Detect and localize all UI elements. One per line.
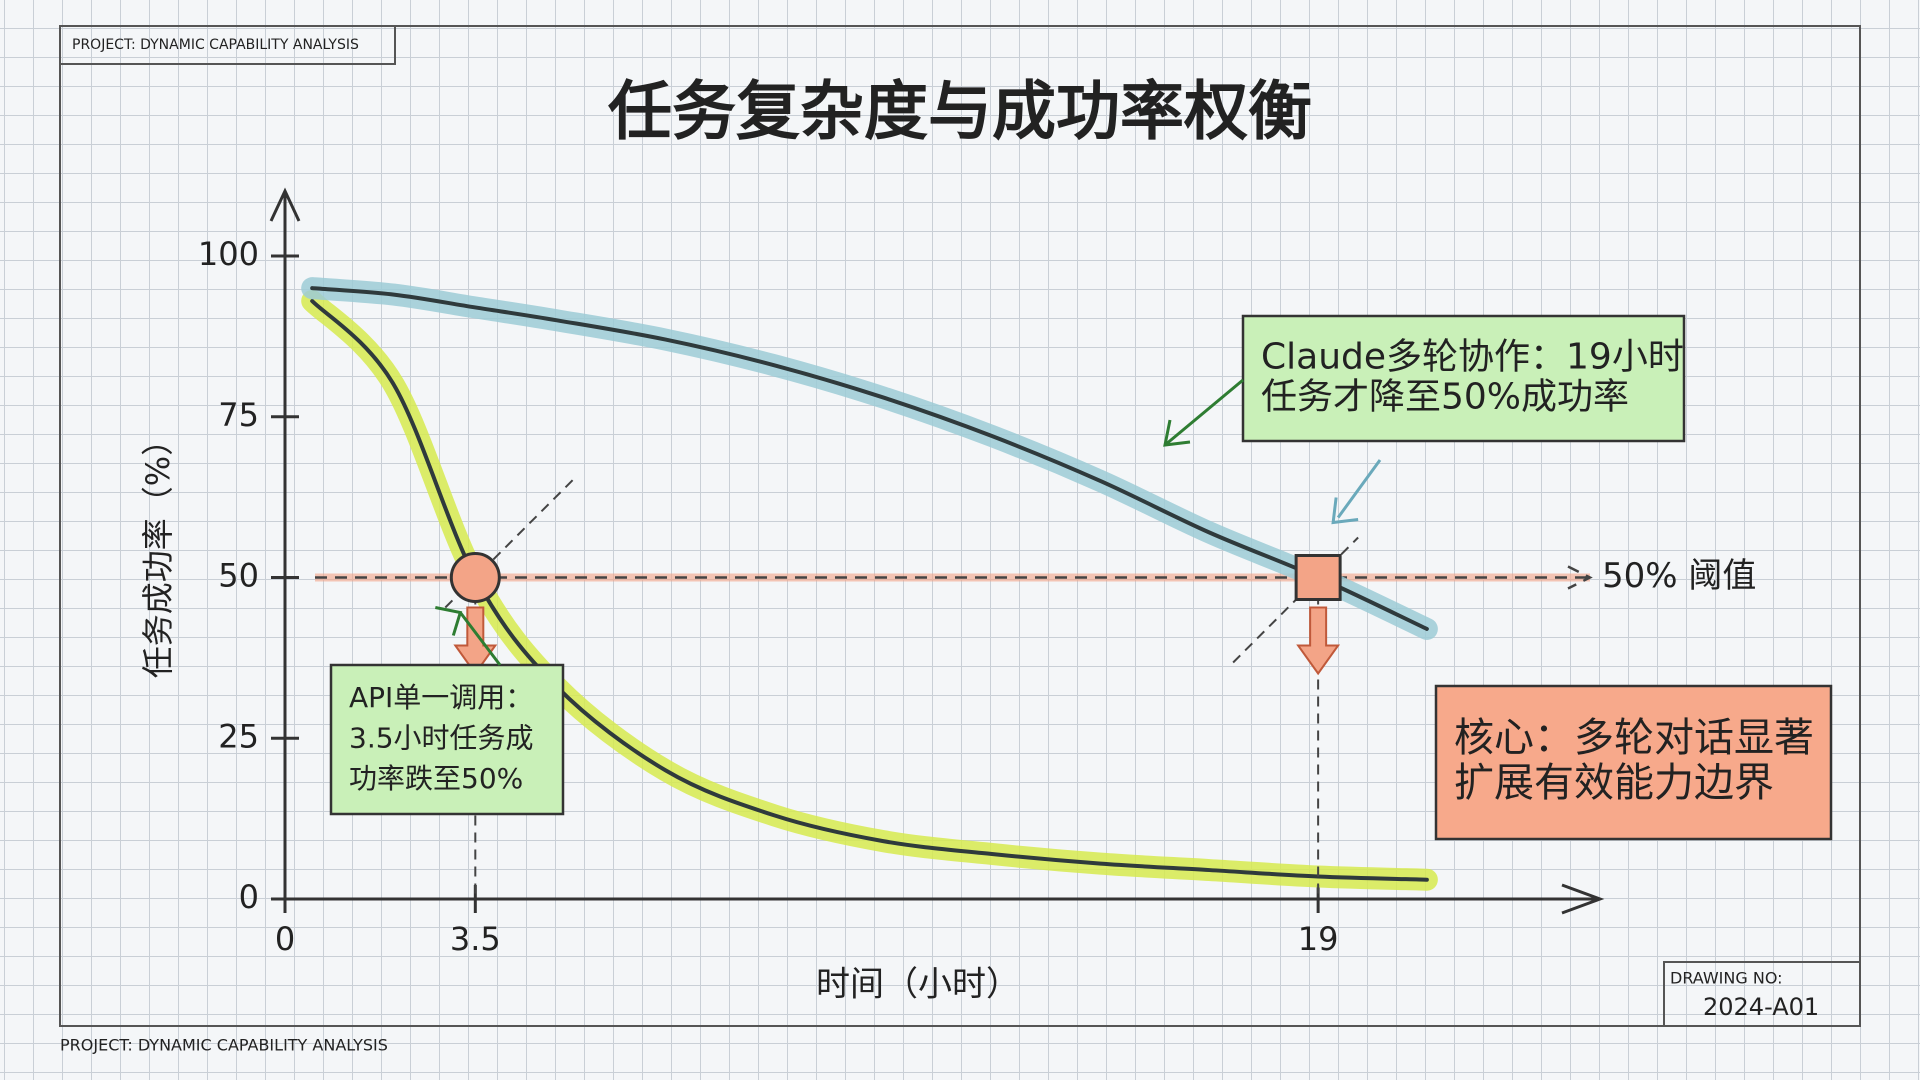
x-tick-label: 3.5	[450, 920, 501, 958]
annotation-arrow	[1163, 378, 1244, 447]
y-tick-label: 50	[218, 557, 259, 595]
annotation-box	[329, 663, 565, 816]
header-project: PROJECT: DYNAMIC CAPABILITY ANALYSIS	[72, 37, 359, 53]
x-tick-label: 0	[275, 920, 295, 958]
line	[310, 286, 1429, 631]
footer-project: PROJECT: DYNAMIC CAPABILITY ANALYSIS	[60, 1036, 388, 1055]
drawing-box	[1663, 961, 1860, 1026]
y-tick-label: 25	[218, 717, 259, 755]
annotation-text: 任务才降至50%成功率	[1261, 377, 1629, 418]
annotation-box	[1434, 684, 1833, 841]
annotation-arrow	[1331, 459, 1382, 525]
annotation-text: 核心：多轮对话显著	[1454, 715, 1814, 761]
y-axis	[269, 187, 301, 907]
line	[310, 299, 1429, 882]
annotation-text: API单一调用：	[349, 681, 533, 714]
threshold-line	[315, 565, 1593, 590]
marker	[1294, 554, 1342, 601]
annotation-text: Claude多轮协作：19小时	[1261, 336, 1684, 377]
drawing-no: 2024-A01	[1703, 993, 1819, 1021]
annotation-text: 3.5小时任务成	[349, 722, 534, 755]
x-axis	[277, 883, 1605, 915]
y-axis-label: 任务成功率（%）	[139, 424, 177, 678]
x-tick-label: 19	[1298, 920, 1339, 958]
annotation-arrow	[435, 606, 502, 666]
y-tick-label: 75	[218, 396, 259, 434]
threshold-label: 50% 阈值	[1602, 556, 1756, 596]
drop-arrow	[1296, 606, 1341, 676]
frame	[59, 25, 1861, 1027]
annotation-box	[1241, 314, 1686, 443]
annotation-text: 功率跌至50%	[349, 762, 523, 795]
x-axis-label: 时间（小时）	[816, 965, 1020, 1005]
marker	[449, 552, 501, 603]
chart-title: 任务复杂度与成功率权衡	[608, 76, 1312, 150]
header-box	[60, 26, 396, 65]
drawing-label: DRAWING NO:	[1670, 969, 1783, 988]
drop-arrow	[453, 606, 498, 676]
y-tick-label: 0	[239, 878, 259, 916]
y-tick-label: 100	[198, 235, 259, 273]
annotation-text: 扩展有效能力边界	[1454, 760, 1774, 806]
